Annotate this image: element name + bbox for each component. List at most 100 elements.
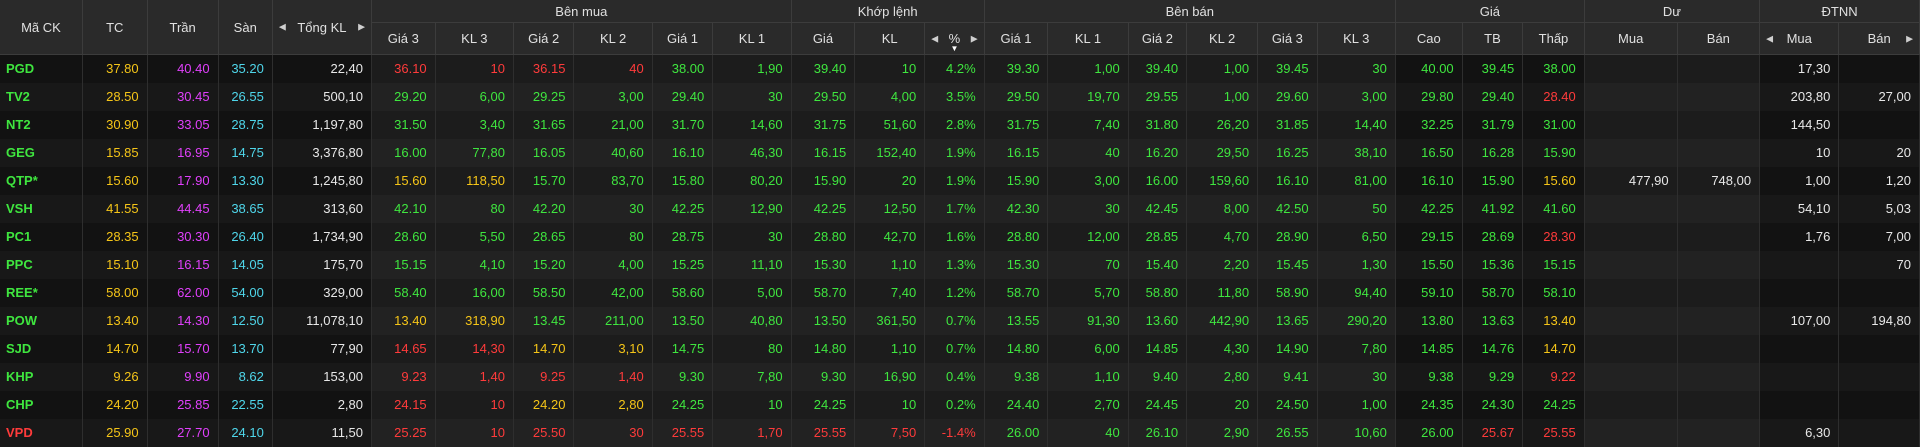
col-ask-vol-3[interactable]: KL 3: [1317, 22, 1396, 55]
stock-symbol[interactable]: VPD: [0, 418, 83, 447]
stock-symbol[interactable]: PGD: [0, 54, 83, 83]
ask-price-1: 15.30: [984, 250, 1049, 279]
ask-price-3: 14.90: [1257, 334, 1318, 363]
col-foreign-buy[interactable]: ◀ Mua: [1759, 22, 1840, 55]
col-high[interactable]: Cao: [1395, 22, 1463, 55]
chevron-left-icon[interactable]: ◀: [931, 33, 939, 43]
match-price: 39.40: [791, 54, 856, 83]
col-bid-price-3[interactable]: Giá 3: [371, 22, 436, 55]
bid-price-3: 28.60: [371, 222, 436, 251]
stock-symbol[interactable]: PPC: [0, 250, 83, 279]
low-price: 28.40: [1522, 82, 1585, 111]
total-volume: 175,70: [272, 250, 373, 279]
floor-price: 26.55: [218, 82, 273, 111]
col-surplus-sell[interactable]: Bán: [1677, 22, 1761, 55]
match-volume: 7,50: [854, 418, 926, 447]
col-bid-vol-3[interactable]: KL 3: [435, 22, 514, 55]
table-row[interactable]: NT2 30.90 33.05 28.75 1,197,80 31.50 3,40 31.65…: [0, 110, 1920, 139]
table-row[interactable]: VSH 41.55 44.45 38.65 313,60 42.10 80 42.20 30 42…: [0, 194, 1920, 223]
col-match-change[interactable]: ◀ % ▼ ▶: [924, 22, 985, 55]
bid-vol-3: 16,00: [435, 278, 514, 307]
table-row[interactable]: VPD 25.90 27.70 24.10 11,50 25.25 10 25.50 30 25.…: [0, 418, 1920, 447]
floor-price: 12.50: [218, 306, 273, 335]
col-bid-vol-1[interactable]: KL 1: [712, 22, 792, 55]
col-floor[interactable]: Sàn: [218, 0, 273, 55]
table-row[interactable]: PGD 37.80 40.40 35.20 22,40 36.10 10 36.15 40 38.…: [0, 54, 1920, 83]
chevron-left-icon[interactable]: ◀: [1766, 33, 1773, 43]
chevron-left-icon[interactable]: ◀: [278, 21, 286, 32]
col-ask-price-3[interactable]: Giá 3: [1257, 22, 1318, 55]
group-ask: Bên bán: [984, 0, 1396, 23]
stock-symbol[interactable]: REE*: [0, 278, 83, 307]
table-row[interactable]: KHP 9.26 9.90 8.62 153,00 9.23 1,40 9.25 1,40 9.3…: [0, 362, 1920, 391]
col-ask-price-2[interactable]: Giá 2: [1128, 22, 1188, 55]
bid-price-1: 14.75: [652, 334, 714, 363]
stock-symbol[interactable]: SJD: [0, 334, 83, 363]
stock-symbol[interactable]: NT2: [0, 110, 83, 139]
col-match-price[interactable]: Giá: [791, 22, 856, 55]
col-match-volume[interactable]: KL: [854, 22, 926, 55]
table-row[interactable]: GEG 15.85 16.95 14.75 3,376,80 16.00 77,80 16.0…: [0, 138, 1920, 167]
bid-price-1: 15.25: [652, 250, 714, 279]
bid-price-1: 9.30: [652, 362, 714, 391]
col-bid-price-1[interactable]: Giá 1: [652, 22, 714, 55]
col-ceiling[interactable]: Trần: [147, 0, 219, 55]
stock-symbol[interactable]: PC1: [0, 222, 83, 251]
stock-symbol[interactable]: KHP: [0, 362, 83, 391]
match-change: -1.4%: [924, 418, 985, 447]
ask-vol-2: 442,90: [1186, 306, 1259, 335]
col-average[interactable]: TB: [1462, 22, 1524, 55]
ask-price-3: 42.50: [1257, 194, 1318, 223]
floor-price: 28.75: [218, 110, 273, 139]
table-row[interactable]: SJD 14.70 15.70 13.70 77,90 14.65 14,30 14.70 3,…: [0, 334, 1920, 363]
table-row[interactable]: REE* 58.00 62.00 54.00 329,00 58.40 16,00 58.50…: [0, 278, 1920, 307]
stock-symbol[interactable]: CHP: [0, 390, 83, 419]
col-ask-vol-1[interactable]: KL 1: [1047, 22, 1129, 55]
table-row[interactable]: POW 13.40 14.30 12.50 11,078,10 13.40 318,90 13…: [0, 306, 1920, 335]
total-volume: 1,245,80: [272, 166, 373, 195]
table-row[interactable]: PC1 28.35 30.30 26.40 1,734,90 28.60 5,50 28.65…: [0, 222, 1920, 251]
ask-vol-2: 29,50: [1186, 138, 1259, 167]
ask-price-1: 31.75: [984, 110, 1049, 139]
col-foreign-sell[interactable]: Bán ▶: [1838, 22, 1920, 55]
col-ask-price-1[interactable]: Giá 1: [984, 22, 1049, 55]
table-row[interactable]: TV2 28.50 30.45 26.55 500,10 29.20 6,00 29.25 3,…: [0, 82, 1920, 111]
table-row[interactable]: PPC 15.10 16.15 14.05 175,70 15.15 4,10 15.20 4,…: [0, 250, 1920, 279]
stock-symbol[interactable]: POW: [0, 306, 83, 335]
stock-symbol[interactable]: QTP*: [0, 166, 83, 195]
col-reference[interactable]: TC: [82, 0, 148, 55]
bid-vol-3: 118,50: [435, 166, 514, 195]
ask-vol-3: 3,00: [1317, 82, 1396, 111]
col-ask-vol-2[interactable]: KL 2: [1186, 22, 1259, 55]
ask-price-3: 26.55: [1257, 418, 1318, 447]
surplus-sell: [1677, 110, 1761, 139]
col-total-volume[interactable]: ◀ Tổng KL ▶: [272, 0, 373, 55]
ask-price-3: 39.45: [1257, 54, 1318, 83]
bid-price-2: 15.20: [513, 250, 575, 279]
group-price: Giá: [1395, 0, 1585, 23]
bid-vol-2: 4,00: [573, 250, 653, 279]
foreign-sell: [1838, 334, 1920, 363]
stock-symbol[interactable]: TV2: [0, 82, 83, 111]
chevron-right-icon[interactable]: ▶: [970, 33, 978, 43]
ceiling-price: 44.45: [147, 194, 219, 223]
stock-symbol[interactable]: GEG: [0, 138, 83, 167]
bid-vol-2: 40,60: [573, 138, 653, 167]
stock-symbol[interactable]: VSH: [0, 194, 83, 223]
col-symbol[interactable]: Mã CK: [0, 0, 83, 55]
sort-down-icon[interactable]: ▼: [950, 44, 959, 53]
col-bid-vol-2[interactable]: KL 2: [573, 22, 653, 55]
table-row[interactable]: QTP* 15.60 17.90 13.30 1,245,80 15.60 118,50 15…: [0, 166, 1920, 195]
chevron-right-icon[interactable]: ▶: [358, 21, 366, 32]
avg-price: 41.92: [1462, 194, 1524, 223]
bid-vol-1: 10: [712, 390, 792, 419]
avg-price: 24.30: [1462, 390, 1524, 419]
col-surplus-buy[interactable]: Mua: [1584, 22, 1678, 55]
ceiling-price: 40.40: [147, 54, 219, 83]
col-bid-price-2[interactable]: Giá 2: [513, 22, 575, 55]
surplus-sell: [1677, 278, 1761, 307]
col-low[interactable]: Thấp: [1522, 22, 1585, 55]
chevron-right-icon[interactable]: ▶: [1906, 33, 1913, 43]
table-row[interactable]: CHP 24.20 25.85 22.55 2,80 24.15 10 24.20 2,80 24…: [0, 390, 1920, 419]
